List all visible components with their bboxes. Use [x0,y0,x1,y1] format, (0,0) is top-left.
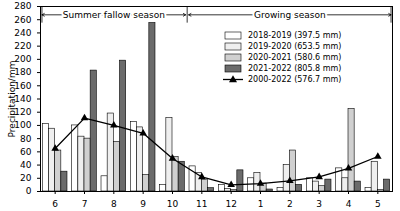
html-text:2000-2022 (576.7 mm): 2000-2022 (576.7 mm) [248,75,342,84]
svg-text:2: 2 [287,199,293,209]
svg-text:3: 3 [316,199,322,209]
html-text:2019-2020 (653.5 mm): 2019-2020 (653.5 mm) [248,42,342,51]
svg-text:12: 12 [225,199,236,209]
svg-text:60: 60 [20,147,32,157]
svg-text:6: 6 [52,199,58,209]
svg-text:7: 7 [82,199,88,209]
svg-text:9: 9 [140,199,146,209]
svg-text:4: 4 [346,199,352,209]
svg-text:80: 80 [20,134,32,144]
svg-text:100: 100 [14,120,31,130]
html-text:2020-2021 (580.6 mm): 2020-2021 (580.6 mm) [248,53,342,62]
svg-text:8: 8 [111,199,117,209]
svg-text:Summer fallow season: Summer fallow season [63,10,165,20]
svg-text:11: 11 [196,199,207,209]
svg-text:280: 280 [14,1,31,11]
html-text:2021-2022 (805.8 mm): 2021-2022 (805.8 mm) [248,64,342,73]
svg-text:160: 160 [14,81,31,91]
svg-text:220: 220 [14,41,31,51]
svg-text:5: 5 [375,199,381,209]
svg-text:1: 1 [258,199,264,209]
svg-text:10: 10 [167,199,179,209]
svg-text:180: 180 [14,67,31,77]
html-text:2018-2019 (397.5 mm): 2018-2019 (397.5 mm) [248,31,342,40]
svg-text:140: 140 [14,94,31,104]
svg-text:40: 40 [20,160,32,170]
svg-text:120: 120 [14,107,31,117]
svg-text:0: 0 [26,186,32,196]
svg-text:200: 200 [14,54,31,64]
svg-text:20: 20 [20,173,32,183]
svg-text:Precipitation/mm: Precipitation/mm [7,61,17,138]
svg-text:260: 260 [14,15,31,25]
svg-text:240: 240 [14,28,31,38]
svg-text:Growing season: Growing season [254,10,326,20]
